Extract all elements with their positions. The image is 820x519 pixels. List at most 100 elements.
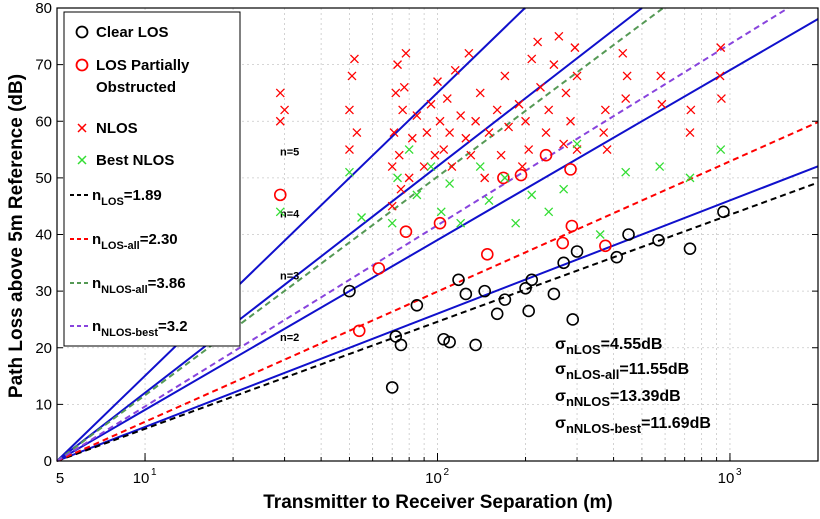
data-point [621,167,631,177]
data-point [412,111,422,121]
data-point [412,190,422,200]
data-point [466,150,476,160]
data-point [522,304,535,318]
legend-label: nNLOS-best=3.2 [92,318,188,339]
data-point [435,116,445,126]
data-point [498,293,512,306]
legend-label: nLOS=1.89 [92,187,162,208]
data-point [475,162,485,172]
data-point [539,148,553,162]
data-point [497,171,510,185]
data-point [275,116,285,126]
reference-line-n-3 [56,18,819,462]
data-point [565,219,579,233]
sigma-annotations: σnLOS=4.55dB σnLOS-all=11.55dB σnNLOS=13.3… [555,336,711,436]
data-point [273,188,287,202]
data-point [349,54,359,64]
y-tick-label: 10 [35,396,52,413]
data-point [275,207,285,217]
data-point [447,162,457,172]
x-tick-label: 5 [56,470,64,487]
data-point [717,205,730,219]
data-point [521,116,530,126]
data-point [524,145,534,155]
legend-label: NLOS [96,120,138,137]
data-point [683,242,697,255]
legend-marker-x [77,123,87,133]
data-point [500,71,510,81]
data-point [599,128,609,138]
data-point [404,173,414,183]
x-tick-exponent: 1 [151,467,157,478]
y-tick-label: 80 [35,0,52,17]
data-point [686,105,696,115]
data-point [343,284,356,298]
data-point [478,284,491,298]
data-point [716,43,726,53]
x-axis-title: Transmitter to Receiver Separation (m) [263,492,613,513]
data-point [456,111,466,121]
data-point [352,324,366,338]
data-point [426,162,436,172]
y-tick-label: 70 [35,57,52,74]
data-point [442,94,452,104]
legend-marker-circle [75,58,89,72]
y-tick-label: 0 [44,453,52,470]
legend-label: Clear LOS [96,24,169,41]
data-point [401,48,411,58]
data-point [621,94,631,104]
data-point [410,298,424,312]
data-point [622,228,635,241]
data-point [622,71,632,81]
reference-label: n=5 [280,146,299,158]
x-tick-label: 10 [133,470,150,487]
data-point [716,94,726,104]
y-tick-label: 30 [35,283,52,300]
data-point [657,99,667,109]
data-point [490,307,504,321]
data-point [655,162,665,172]
y-tick-label: 20 [35,340,52,357]
data-point [527,190,537,200]
data-point [559,139,569,149]
data-point [387,201,397,211]
x-tick-exponent: 3 [736,467,742,478]
data-point [484,128,494,138]
data-point [564,163,577,176]
data-point [480,248,494,261]
fit-line [56,7,789,462]
data-point [570,245,584,258]
data-point [566,313,580,326]
sigma-annotation: σnNLOS=13.39dB [555,388,681,409]
data-point [519,281,532,295]
sigma-annotation: σnLOS=4.55dB [555,336,662,357]
data-point [500,173,510,183]
data-point [345,145,354,155]
data-point [533,37,543,47]
data-point [715,71,725,81]
data-point [387,162,397,172]
reference-label: n=2 [280,332,299,344]
data-point [610,250,624,264]
data-point [393,173,402,183]
data-point [394,150,404,160]
y-tick-label: 60 [35,113,52,130]
data-point [496,150,506,160]
sigma-annotation: σnNLOS-best=11.69dB [555,415,711,436]
data-point [456,218,466,228]
data-point [391,88,401,98]
data-point [484,196,494,205]
data-point [445,128,455,138]
legend-marker-circle [75,25,89,39]
data-point [561,88,571,98]
data-point [595,230,605,239]
data-point [280,105,290,115]
data-point [572,139,582,149]
data-point [345,105,354,115]
data-point [372,262,386,275]
reference-line-n-5 [56,7,526,462]
legend: Clear LOS LOS Partially Obstructed NLOS Best… [63,11,241,347]
data-point [430,150,440,160]
data-point [437,332,450,346]
